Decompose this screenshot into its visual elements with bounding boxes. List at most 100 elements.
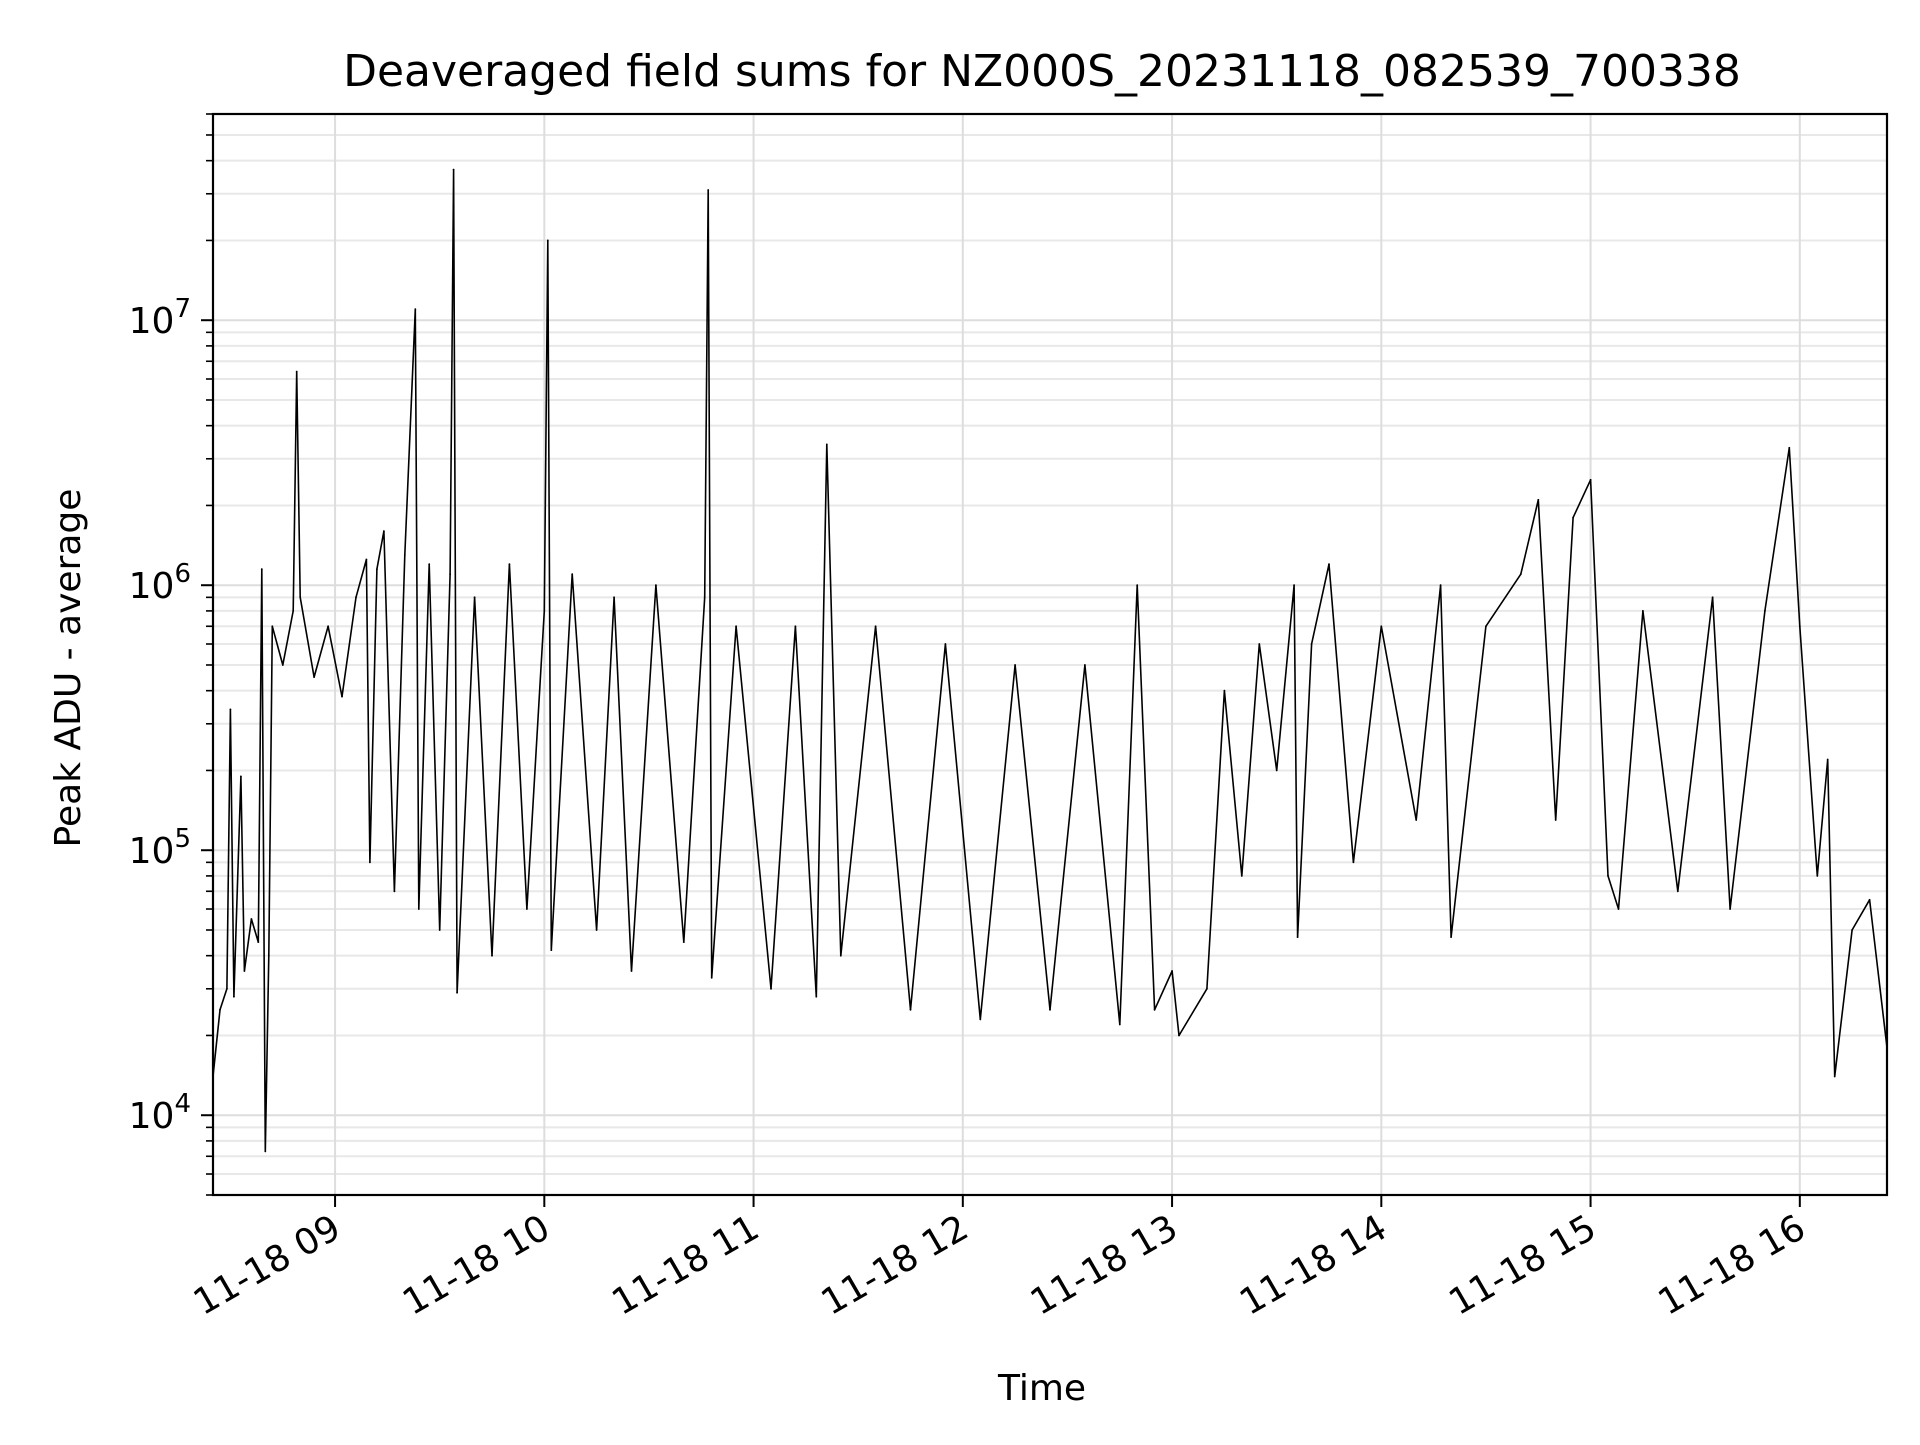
data-point xyxy=(825,443,828,446)
data-point xyxy=(1415,819,1418,821)
data-point xyxy=(1826,758,1829,761)
data-point xyxy=(1293,584,1295,587)
data-point xyxy=(630,970,633,972)
data-point xyxy=(299,596,302,599)
data-point xyxy=(226,987,228,990)
data-point xyxy=(526,908,528,910)
data-point xyxy=(682,941,685,943)
data-point xyxy=(414,308,417,311)
data-point xyxy=(1258,643,1261,645)
y-tick-label: 106 xyxy=(129,559,191,607)
data-point xyxy=(1537,498,1540,501)
data-point xyxy=(1352,861,1355,864)
data-point xyxy=(655,584,657,587)
data-point xyxy=(1764,610,1766,612)
data-point xyxy=(1049,1008,1051,1011)
y-tick-label: 105 xyxy=(129,824,191,872)
data-point xyxy=(550,949,553,951)
data-point xyxy=(1711,596,1714,599)
data-point xyxy=(473,596,476,599)
data-point xyxy=(281,664,284,666)
data-point xyxy=(979,1018,982,1021)
data-point xyxy=(703,596,706,599)
data-point xyxy=(1178,1034,1180,1037)
data-point xyxy=(1676,890,1679,893)
data-point xyxy=(267,954,270,957)
data-point xyxy=(449,573,451,576)
data-point xyxy=(1589,478,1592,481)
data-point xyxy=(1851,929,1853,931)
data-point xyxy=(1380,625,1383,628)
data-point xyxy=(1788,446,1791,449)
data-point xyxy=(260,568,263,570)
data-point xyxy=(839,954,842,957)
data-point xyxy=(770,987,772,990)
data-point xyxy=(874,625,877,628)
data-point xyxy=(1642,610,1644,612)
data-point xyxy=(595,929,598,931)
data-point xyxy=(543,610,546,612)
data-point xyxy=(1485,625,1487,628)
y-tick-label: 107 xyxy=(129,294,191,342)
data-point xyxy=(1118,1023,1121,1026)
data-point xyxy=(546,239,549,242)
data-point xyxy=(250,918,253,920)
data-point xyxy=(403,554,406,556)
data-point xyxy=(240,775,242,778)
data-point xyxy=(1275,769,1278,772)
data-point xyxy=(1450,936,1452,938)
x-axis-label: Time xyxy=(997,1368,1086,1409)
data-point xyxy=(438,929,441,931)
data-point xyxy=(571,573,574,576)
data-point xyxy=(735,625,737,628)
data-point xyxy=(491,954,493,957)
data-point xyxy=(417,908,420,910)
data-point xyxy=(1240,875,1243,877)
data-point xyxy=(313,676,315,678)
data-point xyxy=(292,610,295,612)
data-point xyxy=(257,941,260,943)
data-point xyxy=(233,995,235,998)
data-point xyxy=(1607,875,1609,877)
data-point xyxy=(909,1008,912,1011)
data-point xyxy=(1296,936,1299,938)
data-point xyxy=(1554,819,1557,821)
data-point xyxy=(707,189,710,191)
data-point xyxy=(456,991,458,994)
data-point xyxy=(369,861,371,864)
data-point xyxy=(264,1150,267,1153)
data-point xyxy=(452,168,455,171)
data-point xyxy=(271,625,274,628)
data-point xyxy=(944,643,947,645)
plot-frame xyxy=(211,112,1889,1197)
data-point xyxy=(383,530,385,532)
data-point xyxy=(508,563,511,566)
data-point xyxy=(1223,689,1226,692)
data-point xyxy=(1084,664,1086,666)
data-point xyxy=(1439,584,1442,587)
data-point xyxy=(1014,664,1016,666)
data-point xyxy=(1328,563,1330,566)
data-point xyxy=(295,370,298,373)
data-point xyxy=(1206,987,1208,990)
data-point xyxy=(393,890,396,893)
data-point xyxy=(1519,573,1522,576)
data-point xyxy=(428,563,431,566)
data-point xyxy=(815,995,818,998)
data-point xyxy=(1153,1008,1156,1011)
data-point xyxy=(613,596,615,599)
data-point xyxy=(243,970,246,972)
data-point xyxy=(794,625,797,628)
y-tick-label: 104 xyxy=(129,1089,191,1137)
data-point xyxy=(1171,970,1173,972)
data-point xyxy=(1136,584,1139,587)
data-point xyxy=(341,695,343,698)
data-point xyxy=(1572,516,1574,519)
data-point xyxy=(376,568,378,570)
data-point xyxy=(219,1008,221,1011)
data-point xyxy=(229,708,232,711)
data-point xyxy=(1833,1075,1836,1078)
data-point xyxy=(1816,875,1819,877)
y-axis-label: Peak ADU - average xyxy=(48,489,89,848)
